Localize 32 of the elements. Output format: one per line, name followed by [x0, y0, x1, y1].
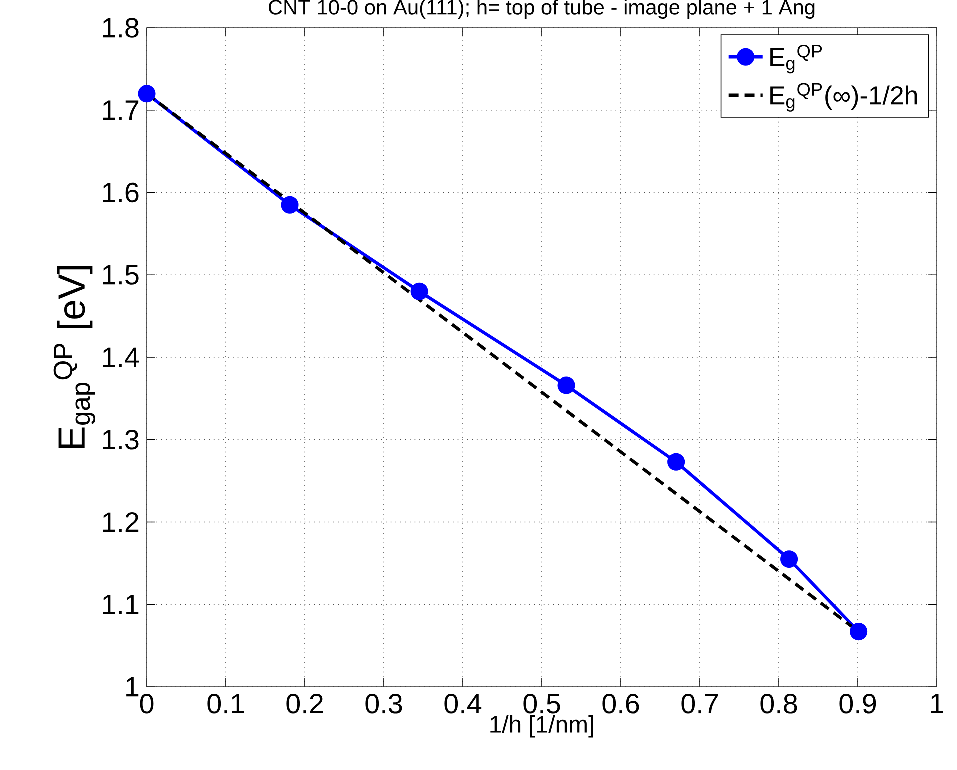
x-tick-label: 0.2	[286, 694, 324, 714]
point	[410, 282, 428, 300]
x-tick-label: 0.6	[602, 694, 640, 714]
y-tick-label: 1.4	[103, 348, 140, 368]
x-tick-label: 1	[931, 694, 944, 714]
point	[780, 550, 798, 568]
point	[281, 196, 299, 214]
legend-label: E$_{g}$QP	[770, 44, 822, 74]
chart-title: CNT 10-0 on Au(111); h= top of tube - image plane + 1 Ang	[268, 0, 815, 20]
x-tick-label: 0.7	[682, 694, 718, 714]
x-tick-label: 0.5	[524, 694, 560, 714]
y-tick-label: 1.8	[103, 18, 139, 38]
x-tick-label: 0.1	[208, 694, 244, 714]
x-tick-label: 0	[140, 694, 154, 714]
x-tick-label: 0.8	[760, 694, 798, 714]
y-tick-label: 1	[126, 677, 139, 697]
x-tick-label: 0.9	[840, 694, 876, 714]
point	[668, 453, 686, 471]
legend-label: E$_{g}$$^{QP}$(∞)-1/2h	[770, 83, 918, 112]
y-tick-label: 1.2	[103, 512, 139, 532]
x-axis-title: 1/h [1/nm]	[490, 715, 594, 738]
y-tick-label: 1.7	[103, 100, 139, 120]
y-tick-label: 1.6	[103, 182, 139, 203]
y-axis-title: E$_{gap}$$^{QP}$ [eV]	[54, 266, 96, 448]
x-tick-label: 0.3	[366, 694, 402, 714]
x-tick-label: 0.4	[444, 694, 482, 714]
y-tick-label: 1.3	[103, 430, 139, 450]
y-tick-label: 1.1	[103, 595, 139, 614]
point	[850, 623, 868, 641]
point	[558, 376, 576, 394]
y-tick-label: 1.5	[103, 265, 139, 285]
point	[138, 85, 156, 103]
